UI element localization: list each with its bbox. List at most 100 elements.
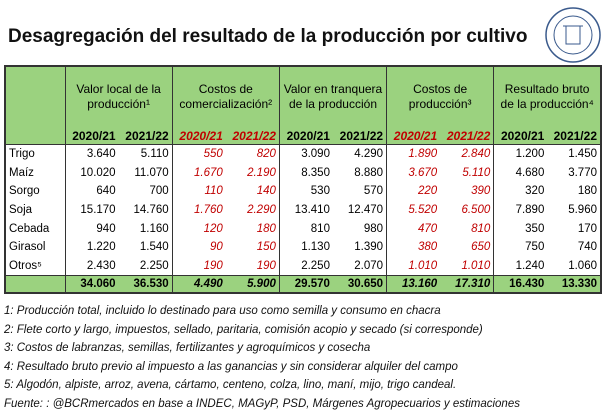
- cell: 4.290: [354, 148, 384, 161]
- cell: 12.470: [347, 204, 384, 217]
- total-cell: 34.060: [64, 275, 119, 294]
- total-cell: 16.430: [493, 275, 548, 294]
- cell: 2.250: [278, 256, 333, 276]
- crop-name: Girasol: [9, 241, 46, 254]
- year-header: 2021/22: [547, 127, 601, 145]
- note: 5: Algodón, alpiste, arroz, avena, cárta…: [4, 379, 457, 391]
- cell: 5.960: [568, 204, 597, 217]
- cell: 1.010: [461, 259, 491, 272]
- corner: [5, 127, 65, 145]
- cell: 320: [493, 182, 548, 201]
- cell: 5.520: [386, 200, 441, 220]
- cell: 470: [386, 219, 441, 238]
- cell: 380: [386, 237, 441, 257]
- cell: 810: [278, 219, 333, 238]
- cell: 2.290: [247, 204, 276, 217]
- cell: 1.200: [493, 144, 548, 164]
- total-cell: 13.330: [547, 275, 601, 294]
- cell: 1.890: [386, 144, 441, 164]
- cell: 2.190: [247, 166, 276, 179]
- cell: 8.350: [278, 163, 333, 183]
- cell: 110: [171, 182, 226, 201]
- cell: 940: [64, 219, 119, 238]
- cell: 10.020: [64, 163, 119, 183]
- cell: 14.760: [133, 204, 169, 217]
- cell: 980: [363, 222, 384, 235]
- cell: 90: [171, 237, 226, 257]
- row: Cebada 940 1.160 120 180 810 980 470 810 350 170: [5, 219, 601, 238]
- cell: 1.390: [354, 241, 384, 254]
- cell: 2.430: [64, 256, 119, 276]
- cell: 1.160: [139, 222, 169, 235]
- cell: 350: [493, 219, 548, 238]
- cell: 5.110: [140, 148, 169, 161]
- group-header: Costos de producción³: [386, 66, 494, 127]
- total-cell: 4.490: [171, 275, 226, 294]
- cell: 570: [363, 185, 384, 198]
- year-header: 2021/22: [118, 127, 173, 145]
- total-cell: 13.160: [386, 275, 441, 294]
- cell: 750: [493, 237, 548, 257]
- group-header: Resultado bruto de la producción⁴: [493, 66, 601, 127]
- crop-name: Sorgo: [9, 185, 40, 198]
- cell: 1.760: [171, 200, 226, 220]
- row: Girasol 1.220 1.540 90 150 1.130 1.390 380 650 75…: [5, 237, 601, 257]
- cell: 8.880: [354, 166, 384, 179]
- cell: 1.220: [64, 237, 119, 257]
- cell: 810: [471, 222, 491, 235]
- year-header: 2021/22: [440, 127, 494, 145]
- note: Fuente: : @BCRmercados en base a INDEC, …: [4, 397, 520, 410]
- total-cell: 30.650: [332, 275, 387, 294]
- crop-name: Maíz: [9, 166, 34, 179]
- cell: 640: [64, 182, 119, 201]
- cell: 3.670: [386, 163, 441, 183]
- cell: 5.110: [462, 166, 491, 179]
- cell: 2.840: [461, 148, 491, 161]
- cell: 1.130: [278, 237, 333, 257]
- totals-label: [5, 275, 65, 294]
- cell: 1.540: [139, 241, 169, 254]
- cell: 390: [471, 185, 491, 198]
- cell: 700: [149, 185, 169, 198]
- cell: 15.170: [64, 200, 119, 220]
- cell: 180: [256, 222, 276, 235]
- cell: 2.250: [139, 259, 169, 272]
- cell: 7.890: [493, 200, 548, 220]
- note: 3: Costos de labranzas, semillas, fertil…: [4, 342, 371, 354]
- row: Soja 15.170 14.760 1.760 2.290 13.410 12.470 5.…: [5, 200, 601, 220]
- year-header: 2020/21: [386, 127, 441, 145]
- cell: 4.680: [493, 163, 548, 183]
- cell: 820: [256, 148, 276, 161]
- cell: 530: [278, 182, 333, 201]
- cell: 650: [471, 241, 491, 254]
- cell: 1.060: [568, 259, 597, 272]
- corner: [5, 66, 65, 127]
- cell: 3.090: [278, 144, 333, 164]
- cell: 180: [577, 185, 597, 198]
- notes: 1: Producción total, incluido lo destina…: [4, 302, 520, 413]
- cell: 1.240: [493, 256, 548, 276]
- crop-name: Trigo: [9, 148, 35, 161]
- cell: 550: [171, 144, 226, 164]
- cell: 220: [386, 182, 441, 201]
- logo: [545, 7, 601, 63]
- cell: 6.500: [461, 204, 491, 217]
- total-cell: 5.900: [225, 275, 280, 294]
- cell: 3.640: [64, 144, 119, 164]
- row: Sorgo 640 700 110 140 530 570 220 390 320 180: [5, 182, 601, 201]
- year-header: 2021/22: [225, 127, 280, 145]
- total-cell: 17.310: [440, 275, 494, 294]
- cell: 190: [256, 259, 276, 272]
- total-cell: 36.530: [118, 275, 173, 294]
- title: Desagregación del resultado de la produc…: [8, 26, 528, 47]
- row: Trigo 3.640 5.110 550 820 3.090 4.290 1.890 2.84…: [5, 144, 601, 164]
- group-header: Valor local de la producción¹: [64, 66, 173, 127]
- cell: 3.770: [568, 166, 597, 179]
- group-header: Costos de comercialización²: [171, 66, 280, 127]
- cell: 1.670: [171, 163, 226, 183]
- crop-name: Cebada: [9, 222, 50, 235]
- table: Valor local de la producción¹ Costos de c…: [4, 65, 602, 295]
- note: 1: Producción total, incluido lo destina…: [4, 305, 441, 317]
- year-header: 2021/22: [332, 127, 387, 145]
